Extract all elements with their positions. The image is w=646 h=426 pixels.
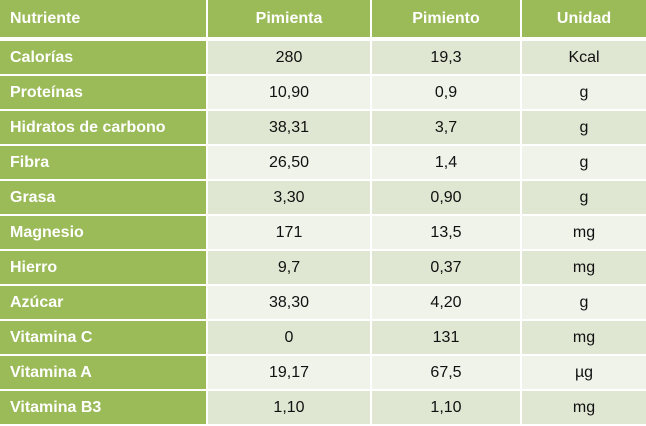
table-cell: 38,31 <box>208 111 370 144</box>
table-cell: 3,7 <box>372 111 520 144</box>
header-cell: Pimienta <box>208 0 370 37</box>
row-label: Fibra <box>0 146 206 179</box>
table-cell: 67,5 <box>372 356 520 389</box>
row-label: Proteínas <box>0 76 206 109</box>
row-label: Hidratos de carbono <box>0 111 206 144</box>
row-label: Calorías <box>0 41 206 74</box>
table-cell: mg <box>522 216 646 249</box>
table-cell: mg <box>522 321 646 354</box>
table-cell: 1,10 <box>372 391 520 424</box>
table-cell: 3,30 <box>208 181 370 214</box>
table-cell: g <box>522 146 646 179</box>
row-label: Vitamina B3 <box>0 391 206 424</box>
table-cell: Kcal <box>522 41 646 74</box>
table-cell: 0,37 <box>372 251 520 284</box>
table-cell: 131 <box>372 321 520 354</box>
header-cell: Nutriente <box>0 0 206 37</box>
table-cell: 0,9 <box>372 76 520 109</box>
table-cell: 10,90 <box>208 76 370 109</box>
table-cell: mg <box>522 251 646 284</box>
row-label: Vitamina C <box>0 321 206 354</box>
table-cell: 26,50 <box>208 146 370 179</box>
row-label: Azúcar <box>0 286 206 319</box>
row-label: Magnesio <box>0 216 206 249</box>
table-cell: 280 <box>208 41 370 74</box>
table-cell: mg <box>522 391 646 424</box>
table-cell: g <box>522 111 646 144</box>
table-cell: 1,10 <box>208 391 370 424</box>
table-cell: 0 <box>208 321 370 354</box>
table-cell: g <box>522 286 646 319</box>
row-label: Vitamina A <box>0 356 206 389</box>
header-cell: Pimiento <box>372 0 520 37</box>
table-cell: 0,90 <box>372 181 520 214</box>
table-cell: g <box>522 76 646 109</box>
table-cell: 13,5 <box>372 216 520 249</box>
table-cell: µg <box>522 356 646 389</box>
table-cell: 9,7 <box>208 251 370 284</box>
table-cell: 1,4 <box>372 146 520 179</box>
table-cell: 171 <box>208 216 370 249</box>
row-label: Grasa <box>0 181 206 214</box>
table-cell: 38,30 <box>208 286 370 319</box>
table-cell: 19,17 <box>208 356 370 389</box>
table-cell: 4,20 <box>372 286 520 319</box>
table-cell: g <box>522 181 646 214</box>
header-cell: Unidad <box>522 0 646 37</box>
table-cell: 19,3 <box>372 41 520 74</box>
row-label: Hierro <box>0 251 206 284</box>
